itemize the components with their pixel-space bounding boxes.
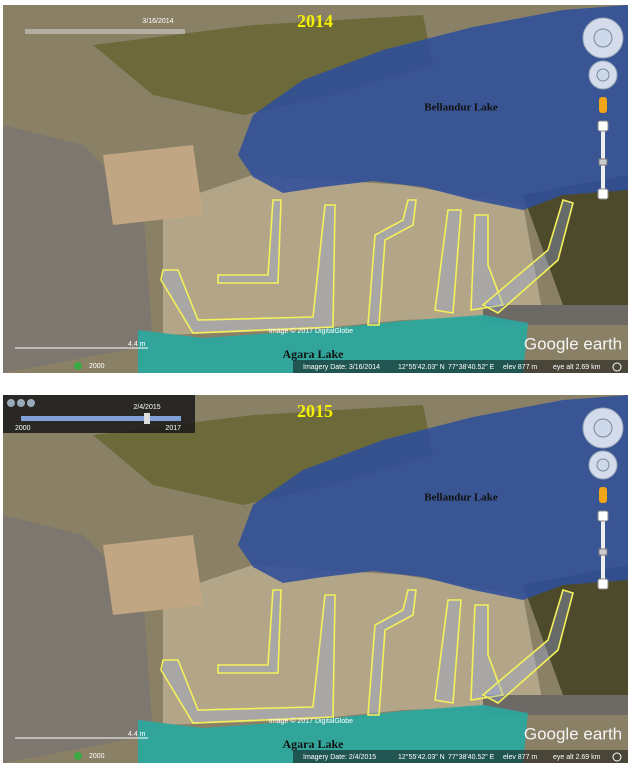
zoom-in[interactable] bbox=[597, 510, 609, 522]
slider-date: 3/16/2014 bbox=[142, 18, 173, 25]
move-center[interactable] bbox=[596, 68, 610, 82]
status-text: eye alt 2.69 km bbox=[553, 364, 601, 371]
logo: Google earth bbox=[524, 724, 622, 743]
zoom-in[interactable] bbox=[597, 120, 609, 132]
status-icon bbox=[612, 752, 622, 762]
scale-year: 2000 bbox=[89, 363, 105, 370]
status-text: elev 877 m bbox=[503, 754, 537, 761]
history-icon[interactable] bbox=[74, 752, 82, 760]
look-center[interactable] bbox=[593, 418, 613, 438]
lake-label: Agara Lake bbox=[283, 347, 345, 361]
encroachment-outline bbox=[217, 199, 282, 284]
history-icon[interactable] bbox=[74, 362, 82, 370]
encroachment-outline bbox=[470, 604, 505, 701]
status-bar bbox=[293, 360, 628, 373]
street-view[interactable] bbox=[599, 487, 607, 503]
zoom-thumb[interactable] bbox=[598, 158, 608, 166]
slider-thumb[interactable] bbox=[144, 413, 150, 424]
forest-east bbox=[523, 175, 628, 305]
status-text: Imagery Date: 3/16/2014 bbox=[303, 364, 380, 371]
plots bbox=[103, 535, 203, 615]
scale-label: 4.4 m bbox=[128, 731, 146, 738]
plots bbox=[103, 145, 203, 225]
encroachment-outline bbox=[481, 199, 574, 314]
bellandur-lake bbox=[238, 5, 628, 210]
street-view[interactable] bbox=[599, 97, 607, 113]
encroachment-outline bbox=[367, 589, 417, 716]
forest-east bbox=[523, 565, 628, 695]
lake-label: Bellandur Lake bbox=[424, 492, 498, 504]
agara-lake bbox=[138, 705, 528, 763]
agara-lake bbox=[138, 315, 528, 373]
copyright: Image © 2017 DigitalGlobe bbox=[269, 717, 353, 725]
copyright: Image © 2017 DigitalGlobe bbox=[269, 327, 353, 335]
slider-track[interactable] bbox=[21, 416, 181, 421]
zoom-thumb[interactable] bbox=[598, 548, 608, 556]
year-title: 2015 bbox=[297, 401, 333, 421]
scale-year: 2000 bbox=[89, 753, 105, 760]
scale-label: 4.4 m bbox=[128, 341, 146, 348]
lake-label: Agara Lake bbox=[283, 737, 345, 751]
road-south bbox=[483, 695, 628, 715]
slider-date: 2/4/2015 bbox=[133, 404, 160, 411]
map-panel: 2015 Bellandur Lake Agara Lake Image © 2017… bbox=[3, 395, 628, 763]
slider-play[interactable] bbox=[7, 399, 15, 407]
encroachment-outline bbox=[434, 209, 462, 314]
status-text: 12°55'42.03" N bbox=[398, 363, 445, 371]
status-text: eye alt 2.69 km bbox=[553, 754, 601, 761]
status-text: Imagery Date: 2/4/2015 bbox=[303, 754, 376, 761]
zoom-out[interactable] bbox=[597, 578, 609, 590]
slider-start: 2000 bbox=[15, 425, 31, 432]
time-slider-panel bbox=[3, 395, 195, 433]
status-text: 77°38'40.52" E bbox=[448, 753, 495, 761]
lake-label: Bellandur Lake bbox=[424, 102, 498, 114]
encroachment-outline bbox=[481, 589, 574, 704]
zoom-out[interactable] bbox=[597, 188, 609, 200]
status-text: 12°55'42.03" N bbox=[398, 753, 445, 761]
map: 2014 Bellandur Lake Agara Lake Image © 2017… bbox=[3, 5, 628, 373]
bellandur-lake bbox=[238, 395, 628, 600]
map: 2015 Bellandur Lake Agara Lake Image © 2017… bbox=[3, 395, 628, 763]
look-center[interactable] bbox=[593, 28, 613, 48]
status-bar bbox=[293, 750, 628, 763]
slider-zoom-out[interactable] bbox=[27, 399, 35, 407]
map-panel: 2014 Bellandur Lake Agara Lake Image © 2017… bbox=[3, 5, 628, 373]
status-text: 77°38'40.52" E bbox=[448, 363, 495, 371]
year-title: 2014 bbox=[297, 11, 333, 31]
status-text: elev 877 m bbox=[503, 364, 537, 371]
encroachment-outline bbox=[470, 214, 505, 311]
encroachment-outline bbox=[367, 199, 417, 326]
encroachment-outline bbox=[217, 589, 282, 674]
encroachment-outline bbox=[434, 599, 462, 704]
status-icon bbox=[612, 362, 622, 372]
encroachment-outline bbox=[160, 594, 336, 724]
slider-end: 2017 bbox=[165, 425, 181, 432]
slider-track[interactable] bbox=[25, 29, 185, 34]
move-center[interactable] bbox=[596, 458, 610, 472]
logo: Google earth bbox=[524, 334, 622, 353]
encroachment-outline bbox=[160, 204, 336, 334]
slider-zoom-in[interactable] bbox=[17, 399, 25, 407]
road-south bbox=[483, 305, 628, 325]
